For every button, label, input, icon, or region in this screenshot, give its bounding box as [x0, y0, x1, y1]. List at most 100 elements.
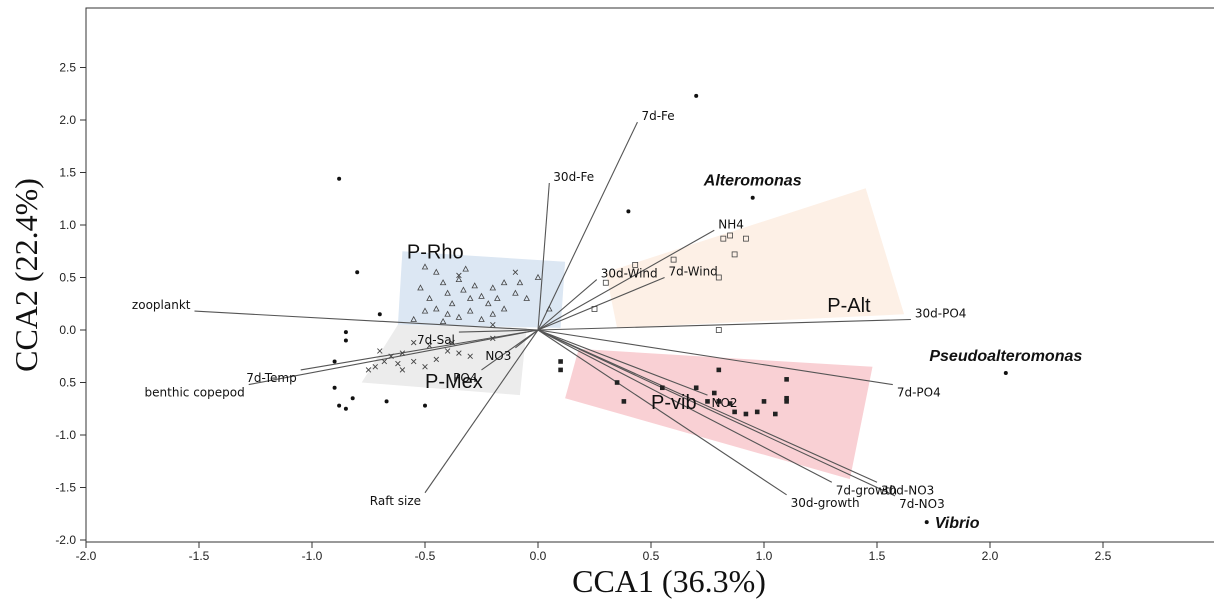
square-point [591, 306, 598, 312]
cross-point [490, 335, 496, 342]
square-point [632, 261, 639, 268]
filled-square-point [743, 411, 749, 417]
triangle-point [410, 315, 417, 322]
vector-line [537, 329, 893, 386]
cross-point [449, 339, 455, 346]
cross-point [433, 356, 440, 363]
y-tick-label: 1.0 [59, 218, 76, 232]
triangle-point [455, 275, 463, 283]
triangle-point [534, 273, 542, 280]
triangle-point [546, 305, 553, 312]
dot-point [1003, 371, 1008, 376]
filled-square-point [558, 367, 563, 373]
vector-line [537, 121, 638, 331]
y-tick-label: 0.0 [59, 323, 76, 337]
filled-square-point [693, 385, 699, 391]
cross-point [512, 269, 519, 275]
filled-square-point [761, 399, 767, 404]
vector-line [194, 310, 539, 331]
cross-point [467, 353, 473, 359]
triangle-point [433, 268, 440, 275]
cross-point [410, 358, 417, 365]
y-tick-label: 2.5 [59, 61, 76, 75]
triangle-point [500, 305, 508, 312]
triangle-point [433, 305, 440, 312]
cross-point [372, 364, 378, 370]
triangle-point [460, 286, 467, 293]
triangle-point [444, 289, 451, 296]
triangle-point [485, 300, 492, 307]
vector-label: 30d-PO4 [915, 307, 967, 321]
group-label-p-alt: P-Alt [827, 295, 871, 317]
dot-point [337, 176, 342, 181]
y-tick-label: -2.0 [55, 533, 76, 547]
y-axis-title: CCA2 (22.4%) [8, 178, 44, 372]
sample-points [332, 93, 1008, 525]
triangle-point [466, 294, 474, 301]
dot-point [384, 399, 389, 404]
dot-point [377, 312, 382, 317]
filled-square-point [716, 399, 722, 404]
vector-line [481, 329, 539, 371]
vector-label: 7d-PO4 [897, 386, 941, 400]
dot-point [343, 406, 348, 411]
dot-point [337, 403, 342, 408]
vector-line [537, 276, 665, 331]
filled-square-point [660, 385, 665, 391]
x-tick-label: 0.0 [530, 549, 547, 563]
dot-point [332, 385, 337, 390]
y-tick-label: 0.5 [59, 376, 76, 390]
cross-point [410, 339, 417, 346]
group-polygons [361, 188, 905, 480]
y-tick-label: 0.5 [59, 271, 76, 285]
vector-line [537, 329, 708, 396]
triangle-point [448, 300, 456, 307]
vector-line [537, 279, 598, 331]
filled-square-point [727, 401, 733, 406]
filled-square-point [705, 399, 710, 404]
plot-labels: 7d-Fe 30d-Fe NH4 30d-Wind 7d-Wind 30d-PO4 zoop… [132, 109, 1082, 532]
dot-point [924, 520, 929, 525]
vector-label: PO4 [453, 371, 477, 385]
vector-label: 30d-Wind [601, 267, 658, 281]
group-label-p-rho: P-Rho [407, 242, 464, 264]
filled-square-point [711, 390, 717, 396]
square-point [670, 256, 677, 263]
square-point [715, 274, 722, 281]
x-axis-title: CCA1 (36.3%) [572, 563, 766, 599]
cross-point [388, 353, 394, 359]
y-tick-label: 1.5 [59, 166, 76, 180]
x-tick-label: -2.0 [76, 549, 97, 563]
dot-point [626, 209, 631, 214]
y-axis-ticks: -2.0 -1.5 -1.0 0.5 0.0 0.5 1.0 1.5 2.0 2.5 [55, 61, 86, 547]
x-tick-label: 2.5 [1095, 549, 1112, 563]
dot-point [750, 195, 755, 200]
y-tick-label: -1.5 [55, 481, 76, 495]
triangle-point [439, 279, 447, 286]
filled-square-point [614, 380, 620, 385]
vector-line [458, 329, 539, 333]
x-tick-label: 1.5 [869, 549, 886, 563]
square-point [731, 251, 738, 258]
triangle-point [471, 282, 478, 289]
group-polygon-p-alt [605, 188, 905, 328]
vector-line [537, 329, 878, 483]
vector-label: benthic copepod [145, 386, 245, 400]
triangle-point [455, 313, 463, 320]
triangle-point [462, 265, 469, 272]
vector-label: 7d-growth [836, 483, 897, 497]
vector-label: Raft size [370, 494, 421, 508]
dot-point [355, 270, 360, 275]
vector-line [300, 329, 539, 371]
triangle-point [439, 317, 447, 325]
filled-square-point [784, 395, 789, 401]
triangle-point [512, 289, 519, 296]
x-tick-label: 2.0 [982, 549, 999, 563]
group-polygon-p-rho [397, 251, 566, 328]
cross-point [456, 350, 462, 356]
filled-square-point [621, 399, 627, 404]
y-tick-label: -1.0 [55, 428, 76, 442]
filled-square-point [784, 377, 789, 382]
dot-point [343, 330, 348, 335]
